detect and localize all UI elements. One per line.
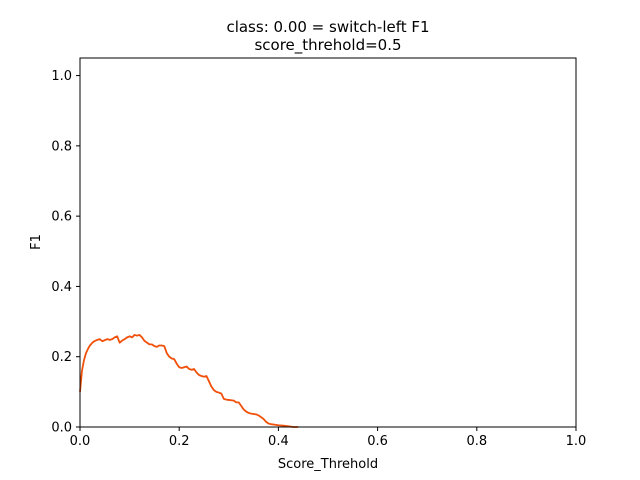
x-tick-label: 0.8: [466, 434, 487, 449]
plot-area-frame: [79, 57, 577, 428]
x-axis-ticks: 0.0 0.2 0.4 0.6 0.8 1.0: [70, 427, 587, 449]
x-tick-label: 0.0: [70, 434, 91, 449]
x-tick-label: 0.2: [169, 434, 190, 449]
x-tick-label: 0.4: [268, 434, 289, 449]
x-axis-label: Score_Threhold: [278, 457, 378, 472]
x-tick-label: 0.6: [367, 434, 388, 449]
y-axis-ticks: 0.0 0.2 0.4 0.6 0.8 1.0: [51, 69, 80, 436]
f1-series-line: [79, 334, 299, 428]
y-axis-label: F1: [29, 234, 44, 250]
chart-title-line2: score_threhold=0.5: [254, 36, 401, 55]
y-tick-label: 0.4: [51, 280, 72, 295]
y-tick-label: 0.0: [51, 421, 72, 436]
y-tick-label: 1.0: [51, 69, 72, 84]
y-tick-label: 0.8: [51, 139, 72, 154]
y-tick-label: 0.6: [51, 210, 72, 225]
chart-title-line1: class: 0.00 = switch-left F1: [226, 18, 429, 36]
x-tick-label: 1.0: [566, 434, 587, 449]
y-tick-label: 0.2: [51, 350, 72, 365]
